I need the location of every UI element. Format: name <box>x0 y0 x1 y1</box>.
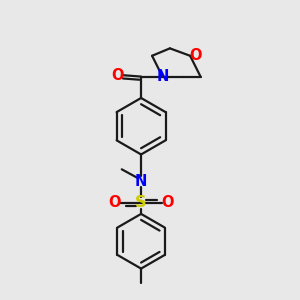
Text: O: O <box>161 195 173 210</box>
Text: O: O <box>189 48 202 63</box>
Text: N: N <box>156 69 169 84</box>
Text: N: N <box>135 174 147 189</box>
Text: O: O <box>111 68 124 82</box>
Text: S: S <box>135 195 147 210</box>
Text: O: O <box>109 195 121 210</box>
